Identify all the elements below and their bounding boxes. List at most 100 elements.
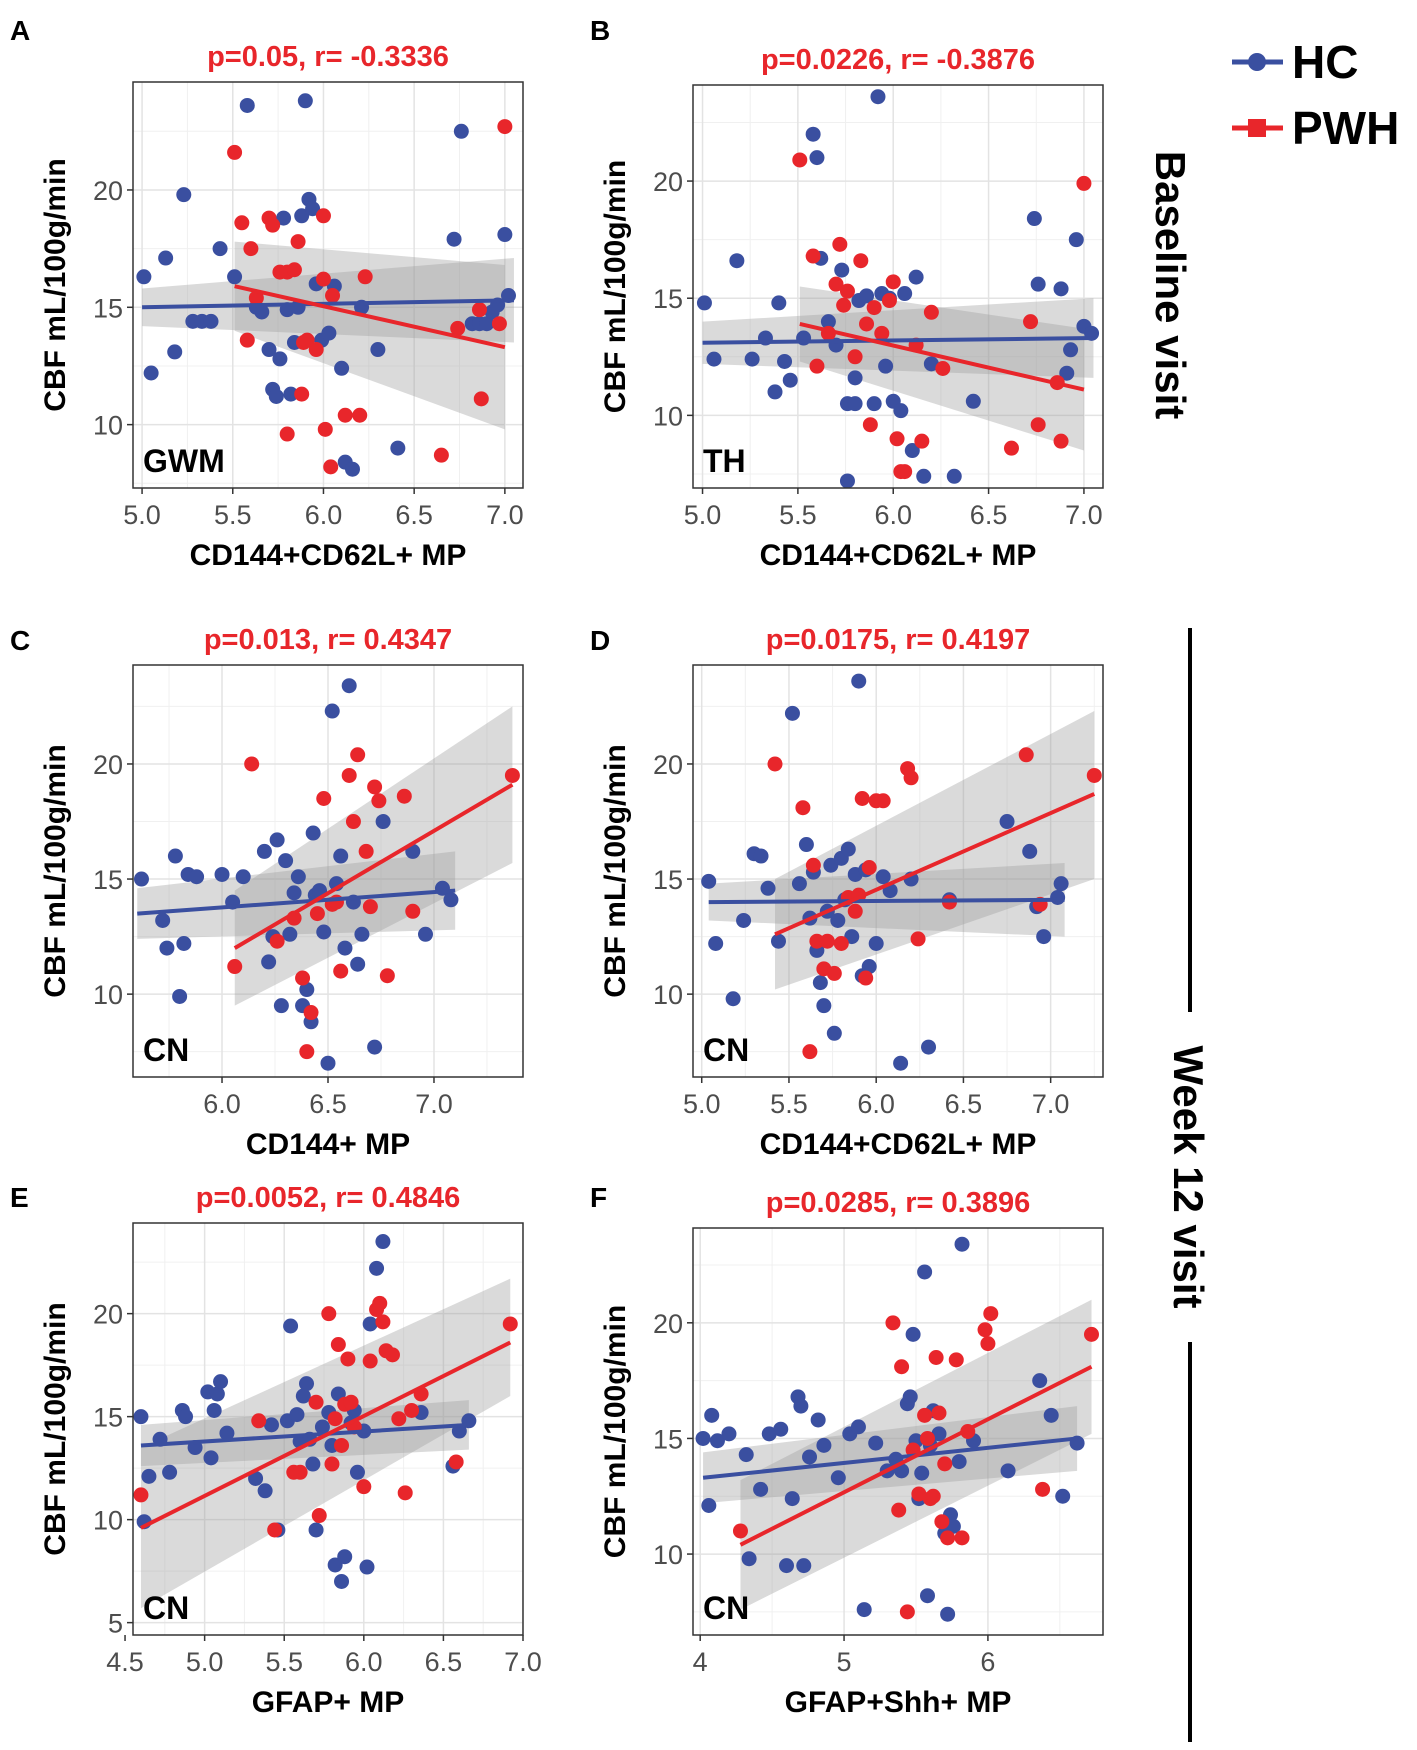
- point-pwh: [227, 144, 243, 160]
- point-pwh: [396, 788, 412, 804]
- panel-letter: F: [590, 1182, 607, 1213]
- plot-border: [692, 1227, 1104, 1636]
- point-hc: [167, 848, 183, 864]
- point-hc: [390, 440, 406, 456]
- region-label: CN: [143, 1032, 189, 1068]
- point-hc: [1053, 876, 1069, 892]
- point-pwh: [502, 1316, 518, 1332]
- point-hc: [1053, 281, 1069, 297]
- point-hc: [908, 269, 924, 285]
- x-axis-label: CD144+CD62L+ MP: [760, 539, 1037, 572]
- point-hc: [324, 703, 340, 719]
- y-tick-label: 20: [653, 1309, 683, 1339]
- point-hc: [753, 848, 769, 864]
- point-pwh: [1053, 433, 1069, 449]
- point-pwh: [290, 234, 306, 250]
- plot-background: [693, 1228, 1103, 1635]
- x-tick-label: 6.5: [309, 1089, 347, 1119]
- point-pwh: [934, 1514, 950, 1530]
- point-hc: [248, 1470, 264, 1486]
- point-pwh: [928, 1350, 944, 1365]
- point-hc: [261, 342, 277, 358]
- panel-b: B 5.0 5.5 6.0 6.5 7.0 10 15 20 p=0.0226, r= -0.38…: [590, 15, 1104, 572]
- x-tick-label: 6.0: [857, 1089, 895, 1119]
- point-hc: [219, 1425, 235, 1441]
- point-pwh: [358, 843, 374, 859]
- point-hc: [793, 1398, 809, 1414]
- point-hc: [479, 316, 495, 332]
- point-pwh: [809, 358, 825, 374]
- point-hc: [273, 998, 289, 1014]
- x-axis-label: GFAP+Shh+ MP: [785, 1686, 1012, 1719]
- point-hc: [1030, 276, 1046, 292]
- point-hc: [344, 461, 360, 477]
- point-pwh: [345, 814, 361, 830]
- legend-hc-label: HC: [1292, 36, 1358, 88]
- x-tick-label: 6.5: [970, 500, 1008, 530]
- point-pwh: [334, 1437, 350, 1453]
- point-hc: [1022, 843, 1038, 859]
- point-hc: [295, 1388, 311, 1404]
- x-tick-label: 6.0: [874, 500, 912, 530]
- point-hc: [834, 262, 850, 278]
- point-pwh: [805, 248, 821, 264]
- point-hc: [418, 926, 433, 942]
- point-hc: [290, 869, 306, 885]
- panel-stat-title: p=0.0175, r= 0.4197: [766, 624, 1030, 656]
- panel-letter: A: [10, 15, 30, 46]
- point-hc: [870, 89, 886, 105]
- fit-line-pwh: [739, 1364, 1093, 1547]
- x-tick-label: 5: [837, 1647, 852, 1677]
- point-hc: [771, 295, 787, 311]
- point-hc: [868, 1435, 884, 1451]
- point-pwh: [317, 421, 333, 437]
- y-tick-label: 10: [653, 980, 683, 1010]
- point-pwh: [362, 899, 378, 915]
- point-hc: [1050, 889, 1066, 905]
- point-hc: [791, 876, 807, 892]
- x-tick-label: 7.0: [504, 1647, 542, 1677]
- point-pwh: [891, 1502, 907, 1518]
- point-pwh: [1003, 440, 1019, 456]
- point-hc: [443, 892, 459, 908]
- point-pwh: [357, 269, 373, 285]
- point-hc: [725, 991, 741, 1007]
- point-pwh: [471, 302, 487, 318]
- x-tick-label: 7.0: [1065, 500, 1103, 530]
- point-pwh: [940, 1530, 956, 1546]
- point-pwh: [279, 426, 295, 442]
- point-hc: [738, 1447, 754, 1463]
- point-hc: [375, 1234, 391, 1250]
- point-hc: [1043, 1407, 1059, 1423]
- point-hc: [893, 403, 909, 419]
- point-hc: [305, 1456, 321, 1472]
- point-hc: [299, 982, 315, 998]
- point-hc: [167, 344, 183, 360]
- plot-border: [132, 81, 524, 489]
- panel-stat-title: p=0.0226, r= -0.3876: [761, 44, 1035, 76]
- point-hc: [333, 848, 349, 864]
- point-pwh: [325, 288, 341, 304]
- point-hc: [213, 1374, 229, 1390]
- point-hc: [276, 210, 292, 226]
- region-label: GWM: [143, 443, 225, 479]
- point-hc: [709, 1433, 725, 1449]
- point-hc: [704, 1407, 720, 1423]
- panel-a: A 5.0 5.5 6.0 6.5 7.0 10 15 20 p=0.05, r= -0.3336…: [10, 15, 524, 572]
- x-tick-label: 7.0: [415, 1089, 453, 1119]
- point-hc: [283, 386, 299, 402]
- point-pwh: [828, 276, 844, 292]
- point-pwh: [267, 1522, 283, 1538]
- y-tick-label: 15: [653, 284, 683, 314]
- point-hc: [875, 869, 891, 885]
- point-pwh: [854, 790, 870, 806]
- point-hc: [999, 814, 1015, 830]
- point-pwh: [391, 1411, 407, 1427]
- point-hc: [1068, 232, 1084, 248]
- plot-border: [692, 664, 1104, 1078]
- x-tick-label: 6.5: [395, 500, 433, 530]
- point-hc: [741, 1551, 757, 1567]
- point-hc: [334, 1573, 350, 1589]
- point-hc: [905, 1326, 921, 1342]
